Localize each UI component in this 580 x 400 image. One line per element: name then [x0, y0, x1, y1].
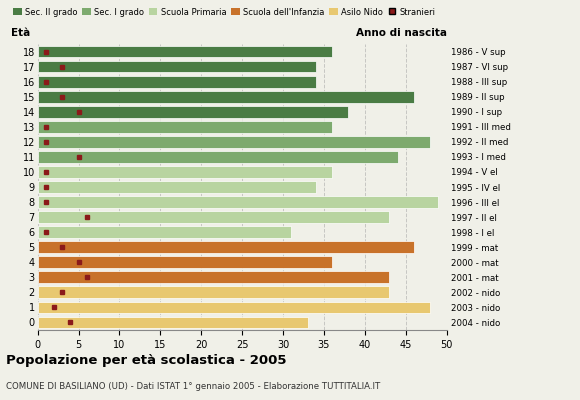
Bar — [38, 256, 332, 268]
Bar — [38, 272, 389, 283]
Bar — [38, 317, 307, 328]
Bar — [38, 46, 332, 57]
Text: COMUNE DI BASILIANO (UD) - Dati ISTAT 1° gennaio 2005 - Elaborazione TUTTITALIA.: COMUNE DI BASILIANO (UD) - Dati ISTAT 1°… — [6, 382, 380, 391]
Text: Popolazione per età scolastica - 2005: Popolazione per età scolastica - 2005 — [6, 354, 287, 367]
Bar — [38, 136, 430, 148]
Bar — [38, 91, 414, 102]
Bar — [38, 286, 389, 298]
Text: Anno di nascita: Anno di nascita — [356, 28, 447, 38]
Text: Età: Età — [11, 28, 30, 38]
Bar — [38, 226, 291, 238]
Legend: Sec. II grado, Sec. I grado, Scuola Primaria, Scuola dell'Infanzia, Asilo Nido, : Sec. II grado, Sec. I grado, Scuola Prim… — [10, 4, 439, 20]
Bar — [38, 106, 349, 118]
Bar — [38, 151, 397, 163]
Bar — [38, 181, 316, 193]
Bar — [38, 76, 316, 88]
Bar — [38, 166, 332, 178]
Bar — [38, 196, 438, 208]
Bar — [38, 302, 430, 313]
Bar — [38, 61, 316, 72]
Bar — [38, 211, 389, 223]
Bar — [38, 241, 414, 253]
Bar — [38, 121, 332, 133]
